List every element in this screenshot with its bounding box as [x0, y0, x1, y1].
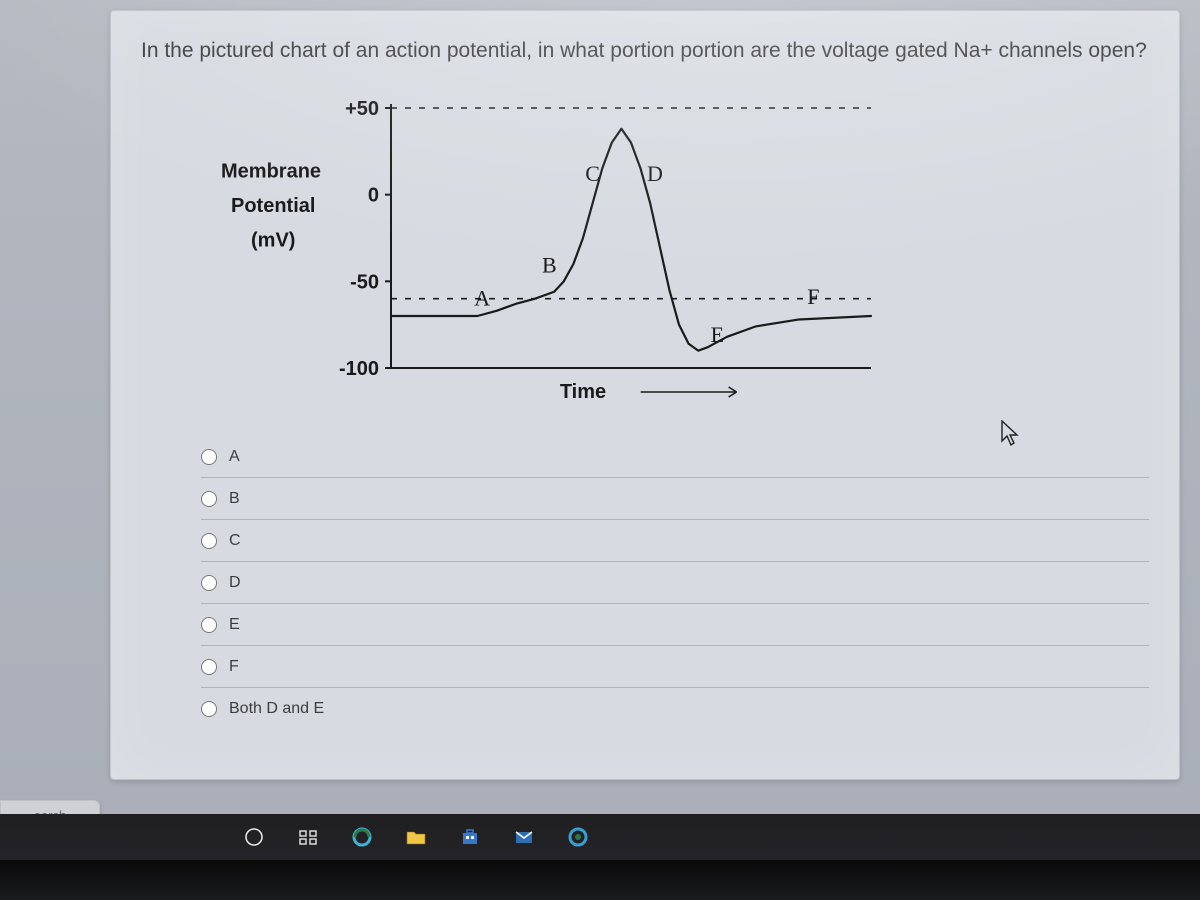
option-row-e[interactable]: E [201, 604, 1149, 646]
option-radio[interactable] [201, 659, 217, 675]
task-view-icon[interactable] [284, 817, 332, 857]
option-label: E [229, 616, 240, 634]
option-radio[interactable] [201, 701, 217, 717]
svg-text:F: F [807, 284, 819, 309]
svg-text:+50: +50 [345, 98, 379, 120]
option-row-c[interactable]: C [201, 520, 1149, 562]
option-label: C [229, 532, 241, 550]
chart-svg: +50 0 -50 -100 Membrane Potential (mV) A B C D E F Ti… [191, 88, 891, 408]
svg-text:Membrane: Membrane [221, 160, 321, 182]
cursor-icon [1000, 420, 1022, 448]
answer-options: A B C D E F Both D and E [201, 436, 1149, 730]
mail-icon[interactable] [500, 817, 548, 857]
svg-text:E: E [711, 322, 724, 347]
question-text: In the pictured chart of an action poten… [141, 39, 1149, 63]
edge-icon[interactable] [338, 817, 386, 857]
option-label: Both D and E [229, 700, 324, 718]
svg-text:-50: -50 [350, 271, 379, 293]
quiz-card: In the pictured chart of an action poten… [110, 10, 1180, 780]
taskbar [0, 814, 1200, 860]
svg-text:A: A [474, 286, 490, 311]
option-row-d[interactable]: D [201, 562, 1149, 604]
option-label: F [229, 658, 239, 676]
option-radio[interactable] [201, 617, 217, 633]
svg-text:Time: Time [560, 381, 606, 403]
option-row-b[interactable]: B [201, 478, 1149, 520]
option-radio[interactable] [201, 575, 217, 591]
explorer-icon[interactable] [392, 817, 440, 857]
svg-text:B: B [542, 253, 557, 278]
option-row-both-d-and-e[interactable]: Both D and E [201, 688, 1149, 730]
option-row-f[interactable]: F [201, 646, 1149, 688]
option-radio[interactable] [201, 491, 217, 507]
svg-text:D: D [647, 161, 663, 186]
svg-text:(mV): (mV) [251, 230, 295, 252]
action-potential-chart: +50 0 -50 -100 Membrane Potential (mV) A B C D E F Ti… [191, 88, 1149, 408]
svg-text:C: C [585, 161, 600, 186]
option-radio[interactable] [201, 449, 217, 465]
start-icon[interactable] [230, 817, 278, 857]
option-label: B [229, 490, 240, 508]
svg-text:-100: -100 [339, 358, 379, 380]
option-label: A [229, 448, 240, 466]
option-label: D [229, 574, 241, 592]
svg-text:0: 0 [368, 185, 379, 207]
desk-edge [0, 860, 1200, 900]
browser-icon[interactable] [554, 817, 602, 857]
store-icon[interactable] [446, 817, 494, 857]
svg-text:Potential: Potential [231, 195, 315, 217]
option-radio[interactable] [201, 533, 217, 549]
